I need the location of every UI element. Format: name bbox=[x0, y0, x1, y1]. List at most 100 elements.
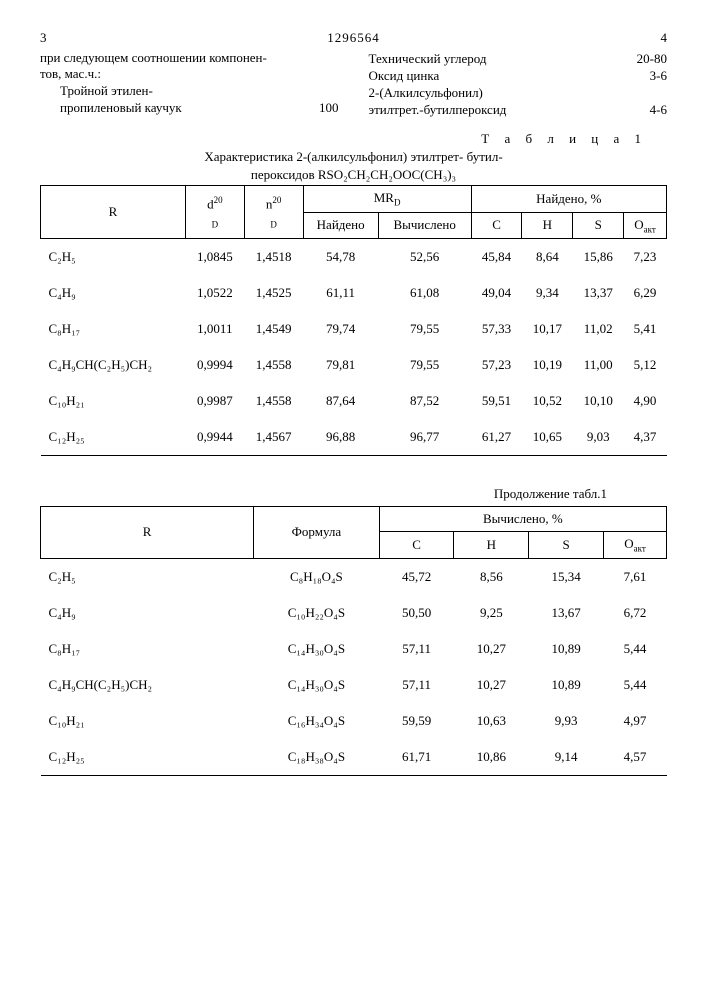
cell-C: 50,50 bbox=[379, 595, 454, 631]
cell-O: 4,90 bbox=[624, 383, 667, 419]
page-number-right: 4 bbox=[661, 30, 668, 46]
cell-S: 15,86 bbox=[573, 239, 624, 276]
cell-mr-found: 61,11 bbox=[303, 275, 378, 311]
cell-S: 15,34 bbox=[529, 558, 604, 595]
page-header: 3 1296564 4 bbox=[40, 30, 667, 46]
table-row: C₂H₅1,08451,451854,7852,5645,848,6415,86… bbox=[41, 239, 667, 276]
cell-mr-found: 87,64 bbox=[303, 383, 378, 419]
cell-S: 13,67 bbox=[529, 595, 604, 631]
cell-O: 4,57 bbox=[603, 739, 666, 776]
cell-C: 45,84 bbox=[471, 239, 522, 276]
col-found-pct: Найдено, % bbox=[471, 186, 666, 213]
cell-C: 59,59 bbox=[379, 703, 454, 739]
cell-R: C₈H₁₇ bbox=[41, 631, 254, 667]
cell-S: 9,14 bbox=[529, 739, 604, 776]
table-2: R Формула Вычислено, % C H S Oакт C₂H₅C₈… bbox=[40, 506, 667, 776]
table-row: C₈H₁₇1,00111,454979,7479,5557,3310,1711,… bbox=[41, 311, 667, 347]
table-row: C₄H₉CH(C₂H₅)CH₂0,99941,455879,8179,5557,… bbox=[41, 347, 667, 383]
col-S: S bbox=[529, 532, 604, 559]
component-value: 3-6 bbox=[650, 68, 667, 84]
cell-mr-calc: 96,77 bbox=[378, 419, 471, 456]
cell-H: 8,64 bbox=[522, 239, 573, 276]
cell-mr-calc: 79,55 bbox=[378, 311, 471, 347]
col-calc: Вычислено bbox=[378, 212, 471, 239]
cell-H: 8,56 bbox=[454, 558, 529, 595]
cell-formula: C₈H₁₈O₄S bbox=[254, 558, 380, 595]
col-n: n20D bbox=[244, 186, 303, 239]
cell-formula: C₁₄H₃₀O₄S bbox=[254, 631, 380, 667]
cell-S: 11,02 bbox=[573, 311, 624, 347]
cell-R: C₈H₁₇ bbox=[41, 311, 186, 347]
cell-H: 9,25 bbox=[454, 595, 529, 631]
cell-n: 1,4567 bbox=[244, 419, 303, 456]
table-row: C₂H₅C₈H₁₈O₄S45,728,5615,347,61 bbox=[41, 558, 667, 595]
cell-R: C₄H₉CH(C₂H₅)CH₂ bbox=[41, 667, 254, 703]
table-1-label: Т а б л и ц а 1 bbox=[40, 131, 647, 147]
cell-H: 10,17 bbox=[522, 311, 573, 347]
cell-O: 4,37 bbox=[624, 419, 667, 456]
component-name: пропиленовый каучук bbox=[40, 100, 182, 116]
cell-R: C₁₀H₂₁ bbox=[41, 703, 254, 739]
cell-O: 6,72 bbox=[603, 595, 666, 631]
cell-mr-calc: 79,55 bbox=[378, 347, 471, 383]
table-2-body: C₂H₅C₈H₁₈O₄S45,728,5615,347,61C₄H₉C₁₀H₂₂… bbox=[41, 558, 667, 775]
cell-O: 4,97 bbox=[603, 703, 666, 739]
cell-C: 59,51 bbox=[471, 383, 522, 419]
cell-S: 9,03 bbox=[573, 419, 624, 456]
intro-text-2: тов, мас.ч.: bbox=[40, 66, 339, 82]
cell-n: 1,4525 bbox=[244, 275, 303, 311]
cell-H: 10,52 bbox=[522, 383, 573, 419]
document-id: 1296564 bbox=[47, 30, 661, 46]
cell-formula: C₁₆H₃₄O₄S bbox=[254, 703, 380, 739]
table-row: C₁₂H₂₅0,99441,456796,8896,7761,2710,659,… bbox=[41, 419, 667, 456]
cell-d: 1,0011 bbox=[185, 311, 244, 347]
cell-O: 7,61 bbox=[603, 558, 666, 595]
cell-formula: C₁₄H₃₀O₄S bbox=[254, 667, 380, 703]
cell-S: 10,89 bbox=[529, 667, 604, 703]
cell-H: 10,27 bbox=[454, 631, 529, 667]
cell-C: 57,11 bbox=[379, 631, 454, 667]
table-1-subtitle-1: Характеристика 2-(алкилсульфонил) этилтр… bbox=[40, 149, 667, 165]
table-1-continuation: Продолжение табл.1 bbox=[40, 486, 607, 502]
table-row: C₁₀H₂₁C₁₆H₃₄O₄S59,5910,639,934,97 bbox=[41, 703, 667, 739]
cell-H: 10,86 bbox=[454, 739, 529, 776]
cell-d: 1,0845 bbox=[185, 239, 244, 276]
cell-d: 0,9987 bbox=[185, 383, 244, 419]
cell-S: 9,93 bbox=[529, 703, 604, 739]
cell-mr-calc: 87,52 bbox=[378, 383, 471, 419]
col-calc-pct: Вычислено, % bbox=[379, 507, 666, 532]
cell-mr-found: 79,74 bbox=[303, 311, 378, 347]
cell-C: 61,71 bbox=[379, 739, 454, 776]
cell-n: 1,4518 bbox=[244, 239, 303, 276]
cell-H: 10,27 bbox=[454, 667, 529, 703]
table-row: C₄H₉CH(C₂H₅)CH₂C₁₄H₃₀O₄S57,1110,2710,895… bbox=[41, 667, 667, 703]
cell-O: 7,23 bbox=[624, 239, 667, 276]
cell-H: 9,34 bbox=[522, 275, 573, 311]
table-row: C₄H₉C₁₀H₂₂O₄S50,509,2513,676,72 bbox=[41, 595, 667, 631]
cell-O: 5,41 bbox=[624, 311, 667, 347]
table-row: C₁₂H₂₅C₁₈H₃₈O₄S61,7110,869,144,57 bbox=[41, 739, 667, 776]
component-name: Технический углерод bbox=[369, 51, 487, 67]
cell-d: 0,9994 bbox=[185, 347, 244, 383]
cell-O: 5,12 bbox=[624, 347, 667, 383]
col-H: H bbox=[522, 212, 573, 239]
cell-formula: C₁₀H₂₂O₄S bbox=[254, 595, 380, 631]
table-row: C₄H₉1,05221,452561,1161,0849,049,3413,37… bbox=[41, 275, 667, 311]
cell-O: 6,29 bbox=[624, 275, 667, 311]
cell-n: 1,4558 bbox=[244, 347, 303, 383]
cell-R: C₁₂H₂₅ bbox=[41, 739, 254, 776]
cell-R: C₂H₅ bbox=[41, 239, 186, 276]
component-name: Оксид цинка bbox=[369, 68, 440, 84]
table-row: C₈H₁₇C₁₄H₃₀O₄S57,1110,2710,895,44 bbox=[41, 631, 667, 667]
cell-d: 0,9944 bbox=[185, 419, 244, 456]
cell-S: 10,10 bbox=[573, 383, 624, 419]
cell-C: 45,72 bbox=[379, 558, 454, 595]
cell-C: 57,11 bbox=[379, 667, 454, 703]
composition-block: при следующем соотношении компонен- тов,… bbox=[40, 50, 667, 119]
col-R: R bbox=[41, 507, 254, 559]
cell-mr-found: 79,81 bbox=[303, 347, 378, 383]
cell-R: C₁₀H₂₁ bbox=[41, 383, 186, 419]
cell-H: 10,19 bbox=[522, 347, 573, 383]
col-C: C bbox=[379, 532, 454, 559]
col-found: Найдено bbox=[303, 212, 378, 239]
